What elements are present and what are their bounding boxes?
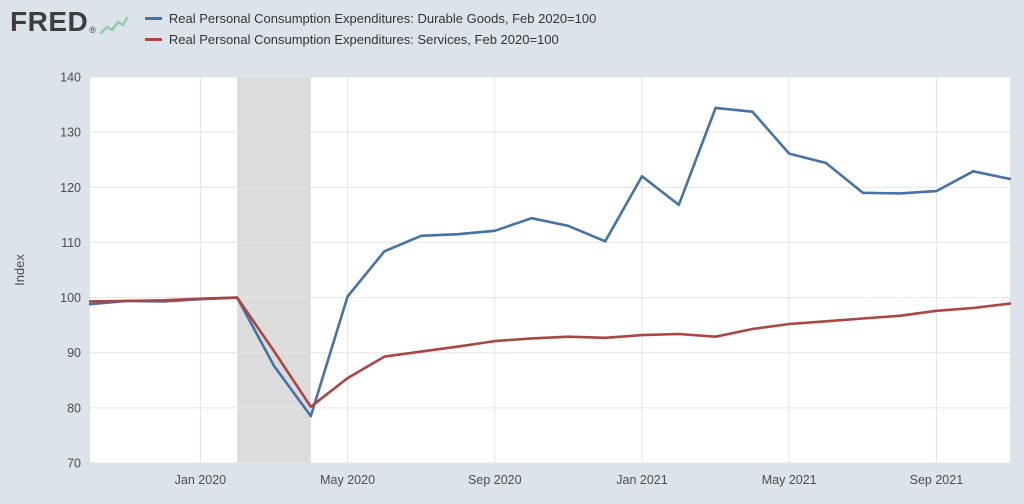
legend-swatch-durable-goods bbox=[144, 17, 162, 20]
series-line-0 bbox=[88, 106, 1012, 418]
series-lines-group bbox=[88, 106, 1012, 418]
x-tick-label: Sep 2021 bbox=[910, 473, 964, 487]
header: FRED ® Real Personal Consumption Expendi… bbox=[10, 8, 597, 48]
y-tick-label: 120 bbox=[60, 181, 81, 195]
legend: Real Personal Consumption Expenditures: … bbox=[144, 11, 597, 47]
y-axis-title: Index bbox=[12, 254, 27, 286]
registered-trademark-symbol: ® bbox=[89, 25, 96, 35]
recession-band-group bbox=[237, 77, 311, 463]
x-tick-label: Jan 2020 bbox=[175, 473, 226, 487]
legend-swatch-services bbox=[144, 38, 162, 41]
x-tick-label: Sep 2020 bbox=[468, 473, 522, 487]
series-line-1 bbox=[88, 296, 1012, 409]
legend-label-durable-goods: Real Personal Consumption Expenditures: … bbox=[168, 11, 597, 26]
legend-item-durable-goods: Real Personal Consumption Expenditures: … bbox=[144, 11, 597, 26]
y-tick-label: 140 bbox=[60, 71, 81, 85]
y-tick-label: 130 bbox=[60, 126, 81, 140]
legend-item-services: Real Personal Consumption Expenditures: … bbox=[144, 32, 596, 47]
x-tick-label: May 2020 bbox=[320, 473, 375, 487]
gridlines-group bbox=[90, 76, 1010, 464]
x-axis-labels-group: Jan 2020 May 2020 Sep 2020 Jan 2021 May 2021… bbox=[175, 473, 964, 487]
y-tick-label: 100 bbox=[60, 291, 81, 305]
fred-sparkline-icon bbox=[98, 15, 129, 36]
y-tick-label: 90 bbox=[67, 346, 81, 360]
y-tick-label: 70 bbox=[67, 457, 81, 471]
x-tick-label: Jan 2021 bbox=[616, 473, 667, 487]
fred-logo[interactable]: FRED ® bbox=[10, 8, 129, 36]
fred-logo-text: FRED bbox=[10, 6, 89, 37]
plot-area bbox=[90, 77, 1010, 463]
recession-shading bbox=[237, 77, 311, 463]
y-axis-labels-group: 70 80 90 100 110 120 130 140 bbox=[60, 71, 81, 471]
y-tick-label: 110 bbox=[61, 236, 81, 250]
y-tick-label: 80 bbox=[67, 401, 81, 415]
x-tick-label: May 2021 bbox=[762, 473, 817, 487]
legend-label-services: Real Personal Consumption Expenditures: … bbox=[168, 32, 559, 47]
